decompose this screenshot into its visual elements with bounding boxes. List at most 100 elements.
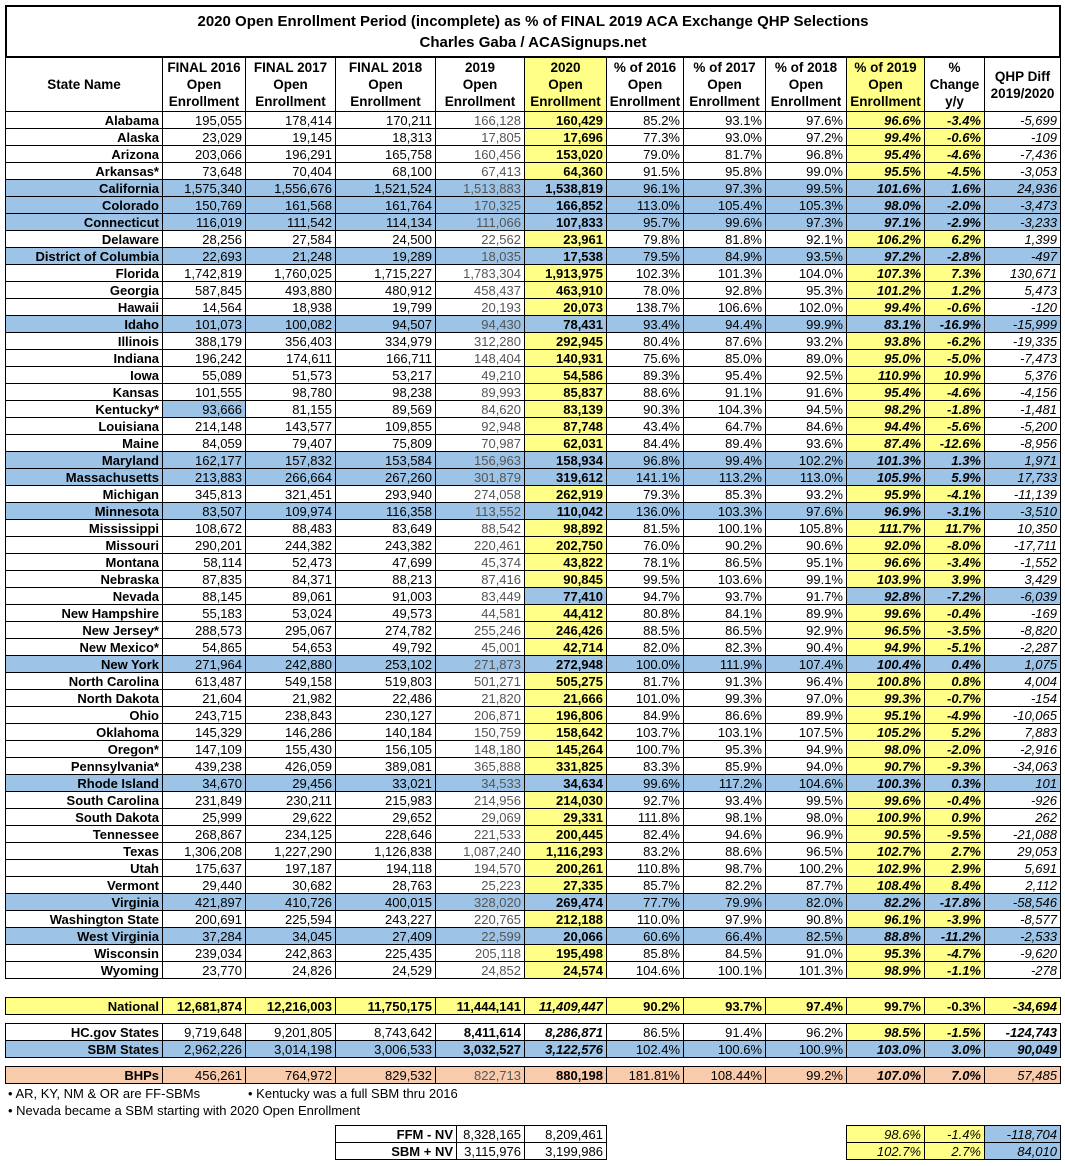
value-cell: 98.1%: [683, 808, 766, 826]
state-name: Louisiana: [5, 417, 163, 435]
value-cell: 29,456: [245, 774, 336, 792]
value-cell: 84.1%: [683, 604, 766, 622]
value-cell: 81,155: [245, 400, 336, 418]
value-cell: 89,993: [435, 383, 525, 401]
header-cell: % of 2016 Open Enrollment: [606, 57, 684, 112]
value-cell: -4.6%: [924, 145, 985, 163]
total-cell: 3.0%: [924, 1040, 985, 1058]
value-cell: 88.8%: [846, 927, 925, 945]
state-name: Georgia: [5, 281, 163, 299]
value-cell: 95.1%: [846, 706, 925, 724]
value-cell: 19,145: [245, 128, 336, 146]
value-cell: 221,533: [435, 825, 525, 843]
header-line: Enrollment: [850, 94, 921, 109]
value-cell: 37,284: [162, 927, 246, 945]
value-cell: 80.4%: [606, 332, 684, 350]
value-cell: 107,833: [524, 213, 607, 231]
value-cell: 90.5%: [846, 825, 925, 843]
value-cell: 75.6%: [606, 349, 684, 367]
value-cell: 92.1%: [765, 230, 847, 248]
header-line: 2019/2020: [990, 85, 1055, 101]
value-cell: 77.3%: [606, 128, 684, 146]
value-cell: 519,803: [335, 672, 436, 690]
value-cell: -9,620: [984, 944, 1061, 962]
value-cell: 64,360: [524, 162, 607, 180]
value-cell: 143,577: [245, 417, 336, 435]
value-cell: 24,826: [245, 961, 336, 979]
value-cell: 266,664: [245, 468, 336, 486]
header-cell: % Change y/y: [924, 57, 985, 112]
value-cell: 239,034: [162, 944, 246, 962]
value-cell: 90.3%: [606, 400, 684, 418]
value-cell: 95.7%: [606, 213, 684, 231]
value-cell: 107.5%: [765, 723, 847, 741]
value-cell: 95.4%: [846, 383, 925, 401]
value-cell: 22,693: [162, 247, 246, 265]
value-cell: 1,971: [984, 451, 1061, 469]
header-line: Open: [788, 77, 824, 92]
total-cell: 107.0%: [846, 1066, 925, 1084]
value-cell: 319,612: [524, 468, 607, 486]
value-cell: 100.4%: [846, 655, 925, 673]
value-cell: 5,473: [984, 281, 1061, 299]
value-cell: 95.3%: [765, 281, 847, 299]
state-name: Kansas: [5, 383, 163, 401]
value-cell: 111.7%: [846, 519, 925, 537]
value-cell: 0.9%: [924, 808, 985, 826]
value-cell: 92,948: [435, 417, 525, 435]
bottom-label: FFM - NV: [335, 1125, 457, 1143]
header-line: Enrollment: [444, 94, 516, 109]
value-cell: 17,733: [984, 468, 1061, 486]
value-cell: 194,118: [335, 859, 436, 877]
state-name: Alaska: [5, 128, 163, 146]
value-cell: -2.0%: [924, 740, 985, 758]
value-cell: 85.0%: [683, 349, 766, 367]
value-cell: 96.5%: [846, 621, 925, 639]
value-cell: 88,213: [335, 570, 436, 588]
value-cell: 93.4%: [683, 791, 766, 809]
value-cell: 68,100: [335, 162, 436, 180]
value-cell: 79.9%: [683, 893, 766, 911]
value-cell: 109,855: [335, 417, 436, 435]
value-cell: 22,562: [435, 230, 525, 248]
value-cell: 365,888: [435, 757, 525, 775]
value-cell: -9.5%: [924, 825, 985, 843]
state-name: North Dakota: [5, 689, 163, 707]
value-cell: 103.3%: [683, 502, 766, 520]
bottom-cell: 102.7%: [846, 1142, 925, 1160]
value-cell: 30,682: [245, 876, 336, 894]
value-cell: 43.4%: [606, 417, 684, 435]
value-cell: 55,089: [162, 366, 246, 384]
value-cell: -9.3%: [924, 757, 985, 775]
value-cell: 94.4%: [683, 315, 766, 333]
value-cell: -21,088: [984, 825, 1061, 843]
title-block: 2020 Open Enrollment Period (incomplete)…: [5, 5, 1061, 58]
value-cell: 213,883: [162, 468, 246, 486]
header-line: FINAL 2018: [348, 60, 423, 75]
value-cell: -3.9%: [924, 910, 985, 928]
value-cell: 1,075: [984, 655, 1061, 673]
value-cell: 100.2%: [765, 859, 847, 877]
total-cell: 11,750,175: [335, 997, 436, 1015]
value-cell: 104.3%: [683, 400, 766, 418]
value-cell: 113.0%: [606, 196, 684, 214]
value-cell: 102.2%: [765, 451, 847, 469]
total-cell: 99.7%: [846, 997, 925, 1015]
value-cell: 158,934: [524, 451, 607, 469]
value-cell: 197,187: [245, 859, 336, 877]
value-cell: 148,180: [435, 740, 525, 758]
value-cell: 410,726: [245, 893, 336, 911]
value-cell: -2,533: [984, 927, 1061, 945]
state-name: Michigan: [5, 485, 163, 503]
header-cell: State Name: [5, 57, 163, 112]
state-name: Nevada: [5, 587, 163, 605]
value-cell: 47,699: [335, 553, 436, 571]
header-line: % of 2018: [774, 60, 838, 75]
value-cell: 103.6%: [683, 570, 766, 588]
value-cell: 195,055: [162, 111, 246, 129]
total-label: BHPs: [5, 1066, 163, 1084]
value-cell: 150,769: [162, 196, 246, 214]
value-cell: 81.5%: [606, 519, 684, 537]
value-cell: 102.0%: [765, 298, 847, 316]
value-cell: 206,871: [435, 706, 525, 724]
